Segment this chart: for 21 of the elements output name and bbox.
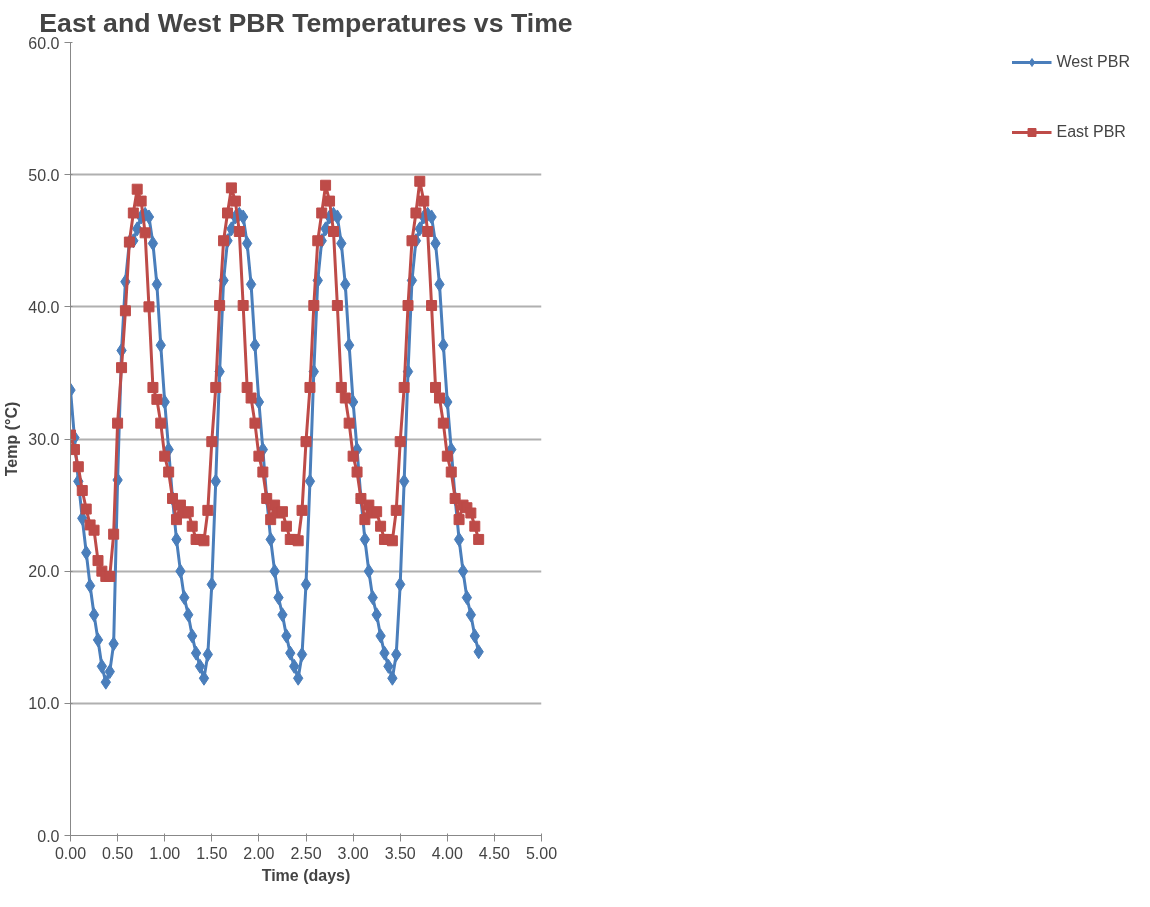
x-tick-label: 4.50	[478, 844, 511, 862]
x-tick-label: 1.00	[149, 844, 181, 862]
y-tick-label: 20.0	[28, 563, 60, 581]
x-tick-label: 3.50	[384, 844, 416, 862]
y-tick-label: 50.0	[28, 166, 60, 184]
x-tick-label: 0.50	[102, 844, 134, 862]
y-tick-label: 10.0	[28, 695, 60, 713]
x-tick-label: 2.50	[290, 844, 322, 862]
x-tick-label: 5.00	[525, 844, 558, 862]
y-axis-title: Temp (°C)	[3, 401, 21, 477]
legend-label: East PBR	[1056, 123, 1126, 141]
x-tick-label: 1.50	[196, 844, 228, 862]
x-tick-label: 2.00	[243, 844, 275, 862]
y-tick-label: 30.0	[28, 431, 60, 448]
x-tick-label: 0.00	[54, 844, 87, 862]
legend-label: West PBR	[1056, 53, 1130, 71]
x-axis-title: Time (days)	[261, 866, 351, 884]
y-tick-label: 40.0	[28, 298, 60, 316]
y-tick-label: 0.0	[37, 827, 60, 845]
x-tick-label: 3.00	[337, 844, 369, 862]
x-tick-label: 4.00	[431, 844, 463, 862]
